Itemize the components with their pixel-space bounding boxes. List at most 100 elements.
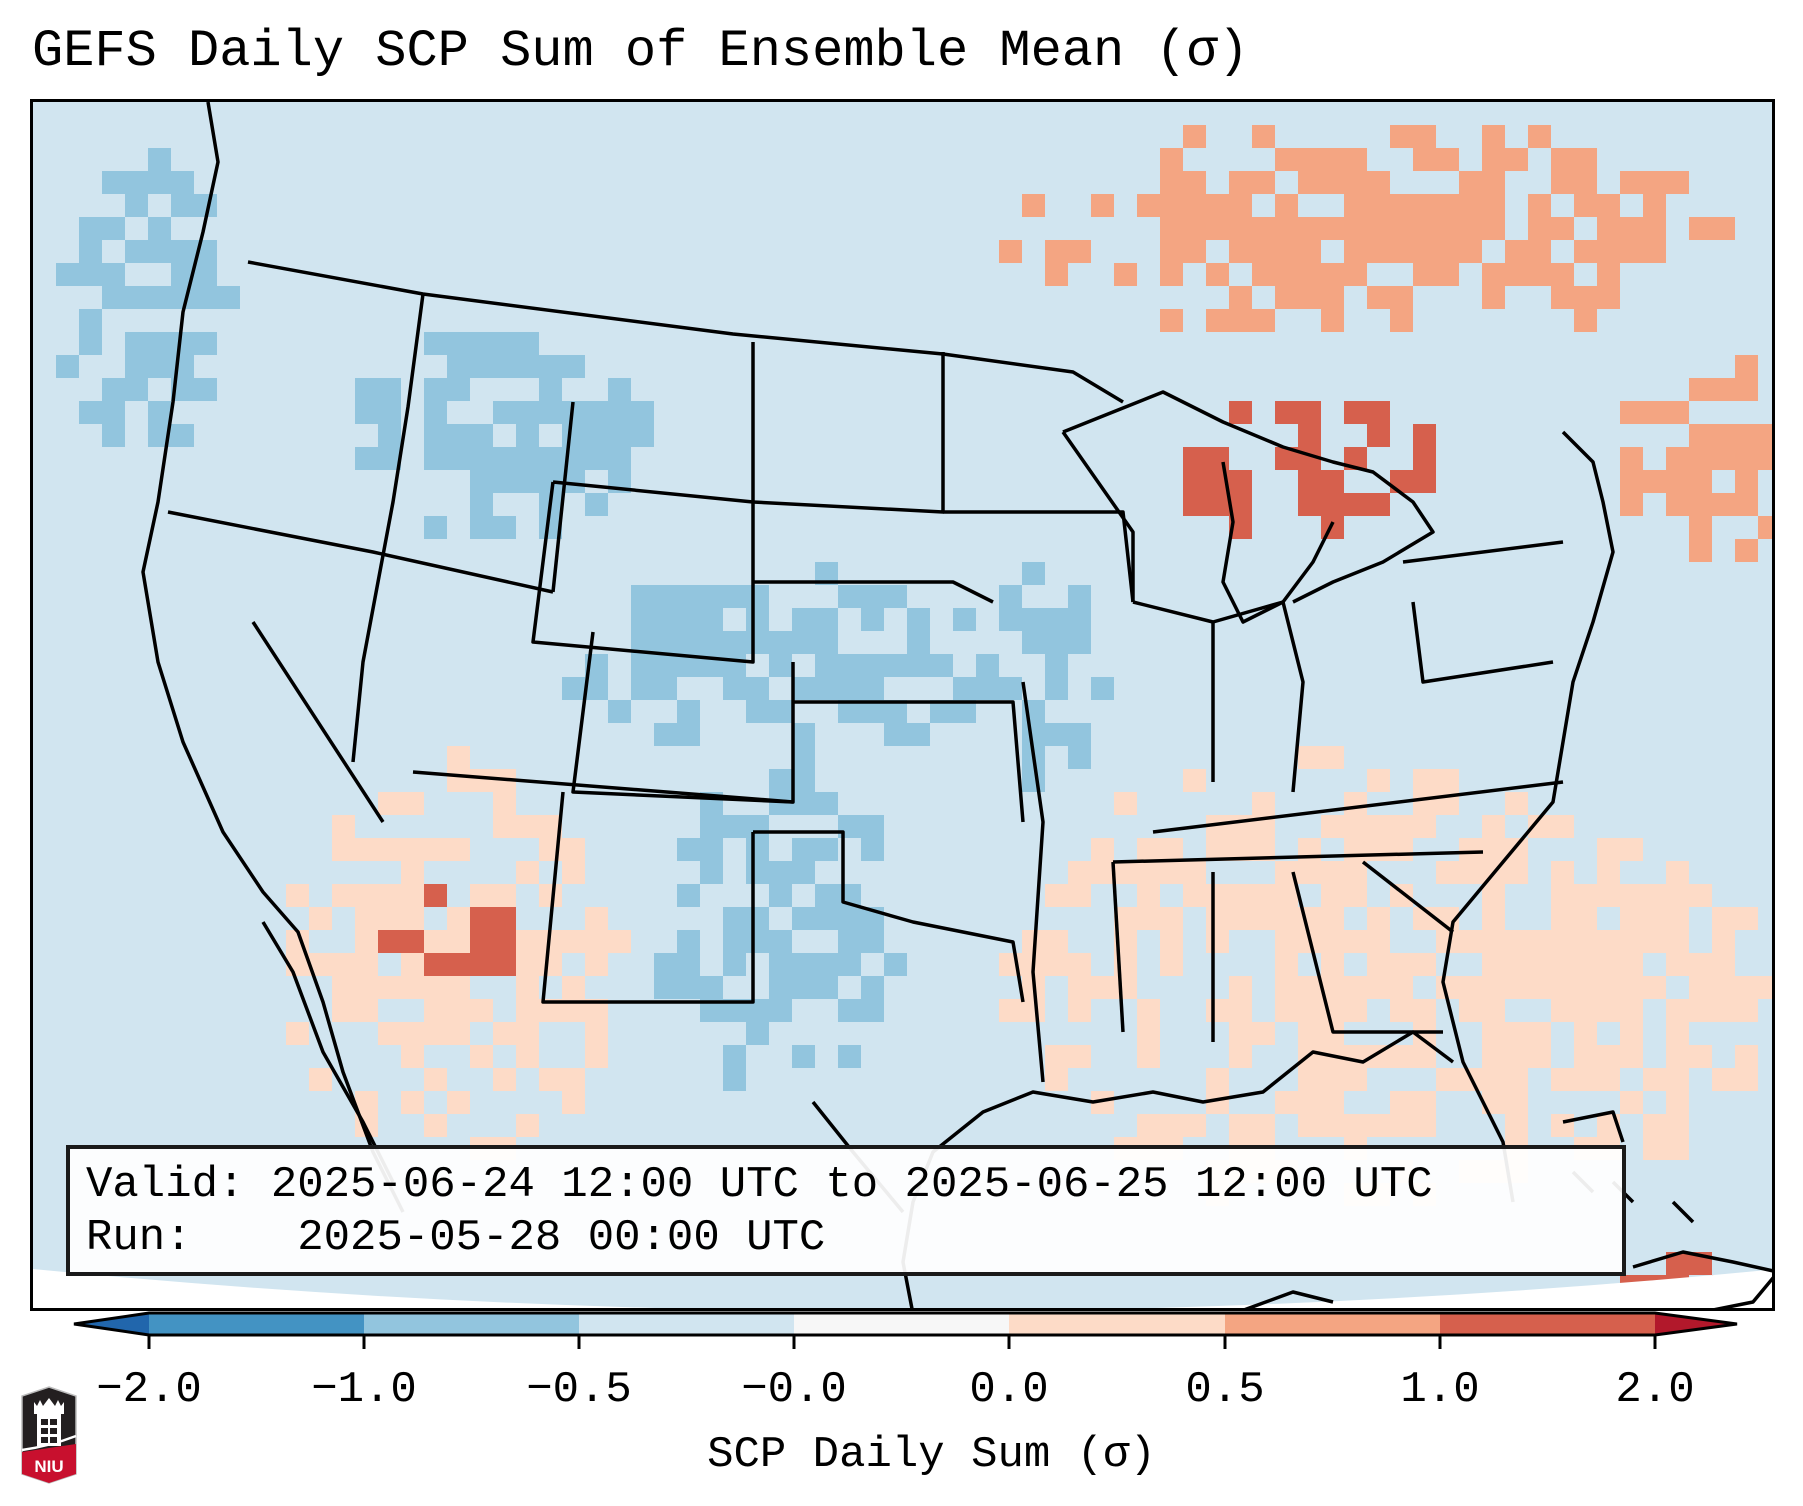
field-cell: [815, 539, 839, 563]
field-cell: [608, 1114, 632, 1138]
field-cell: [1620, 148, 1644, 172]
field-cell: [1022, 585, 1046, 609]
field-cell: [1551, 332, 1575, 356]
field-cell: [1643, 1229, 1667, 1253]
field-cell: [884, 999, 908, 1023]
field-cell: [1367, 884, 1391, 908]
field-cell: [355, 401, 379, 425]
field-cell: [516, 1068, 540, 1092]
field-cell: [1551, 654, 1575, 678]
field-cell: [792, 355, 816, 379]
field-cell: [1045, 1068, 1069, 1092]
field-cell: [562, 148, 586, 172]
field-cell: [1344, 263, 1368, 287]
field-cell: [470, 125, 494, 149]
field-cell: [447, 493, 471, 517]
field-cell: [1344, 700, 1368, 724]
field-cell: [1666, 677, 1690, 701]
field-cell: [585, 263, 609, 287]
field-cell: [1436, 585, 1460, 609]
field-cell: [723, 1298, 747, 1308]
field-cell: [1643, 746, 1667, 770]
field-cell: [102, 309, 126, 333]
field-cell: [1091, 447, 1115, 471]
field-cell: [1390, 562, 1414, 586]
field-cell: [33, 815, 57, 839]
field-cell: [516, 470, 540, 494]
field-cell: [493, 102, 517, 126]
field-cell: [1321, 677, 1345, 701]
field-cell: [700, 562, 724, 586]
field-cell: [33, 1022, 57, 1046]
field-cell: [1206, 194, 1230, 218]
field-cell: [930, 240, 954, 264]
field-cell: [1597, 792, 1621, 816]
field-cell: [493, 1045, 517, 1069]
field-cell: [861, 562, 885, 586]
field-cell: [1229, 401, 1253, 425]
field-cell: [1758, 838, 1772, 862]
field-cell: [1436, 355, 1460, 379]
field-cell: [263, 470, 287, 494]
field-cell: [309, 125, 333, 149]
field-cell: [608, 861, 632, 885]
field-cell: [286, 654, 310, 678]
field-cell: [447, 1022, 471, 1046]
field-cell: [907, 1068, 931, 1092]
field-cell: [332, 148, 356, 172]
field-cell: [378, 953, 402, 977]
field-cell: [470, 148, 494, 172]
field-cell: [1206, 539, 1230, 563]
field-cell: [1482, 792, 1506, 816]
field-cell: [1091, 332, 1115, 356]
field-cell: [1551, 677, 1575, 701]
field-cell: [1758, 907, 1772, 931]
field-cell: [447, 631, 471, 655]
field-cell: [1091, 1298, 1115, 1308]
field-cell: [1413, 539, 1437, 563]
field-cell: [608, 585, 632, 609]
field-cell: [1390, 999, 1414, 1023]
field-cell: [1091, 838, 1115, 862]
field-cell: [447, 332, 471, 356]
field-cell: [1045, 907, 1069, 931]
field-cell: [378, 309, 402, 333]
field-cell: [1758, 700, 1772, 724]
field-cell: [217, 539, 241, 563]
field-cell: [930, 171, 954, 195]
field-cell: [148, 125, 172, 149]
field-cell: [1137, 930, 1161, 954]
field-cell: [240, 309, 264, 333]
field-cell: [1666, 516, 1690, 540]
field-cell: [102, 378, 126, 402]
field-cell: [148, 792, 172, 816]
field-cell: [79, 654, 103, 678]
field-cell: [148, 240, 172, 264]
field-cell: [1022, 769, 1046, 793]
field-cell: [263, 700, 287, 724]
field-cell: [79, 585, 103, 609]
field-cell: [815, 976, 839, 1000]
field-cell: [1712, 792, 1736, 816]
field-cell: [700, 539, 724, 563]
field-cell: [1022, 999, 1046, 1023]
field-cell: [815, 263, 839, 287]
field-cell: [217, 585, 241, 609]
field-cell: [401, 815, 425, 839]
field-cell: [1689, 631, 1713, 655]
field-cell: [1505, 355, 1529, 379]
field-cell: [1114, 654, 1138, 678]
field-cell: [677, 355, 701, 379]
field-cell: [1252, 792, 1276, 816]
field-cell: [1735, 240, 1759, 264]
field-cell: [1137, 976, 1161, 1000]
boundary-line: [1441, 430, 1615, 1203]
field-cell: [815, 700, 839, 724]
field-cell: [148, 493, 172, 517]
field-cell: [125, 125, 149, 149]
field-cell: [1091, 907, 1115, 931]
field-cell: [1252, 378, 1276, 402]
field-cell: [677, 447, 701, 471]
field-cell: [1367, 999, 1391, 1023]
field-cell: [677, 263, 701, 287]
